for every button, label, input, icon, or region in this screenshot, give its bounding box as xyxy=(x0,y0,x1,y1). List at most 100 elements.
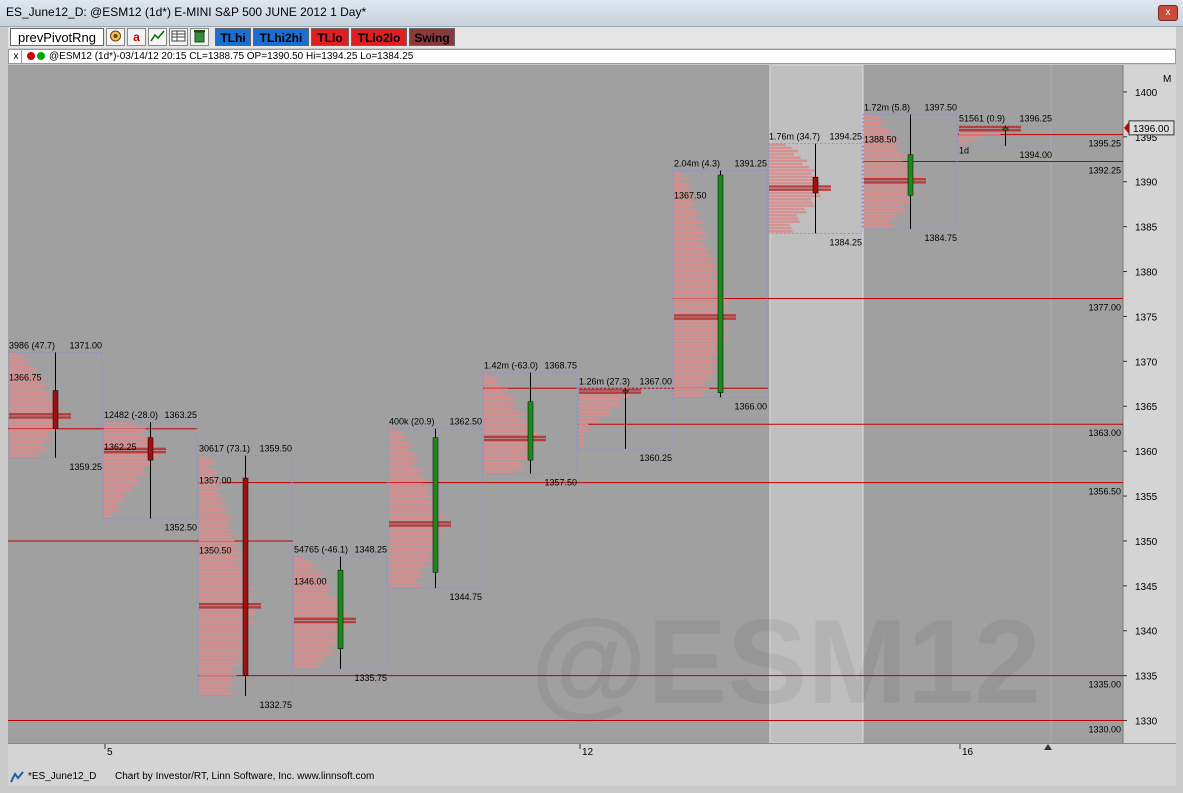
session-low-label: 1335.75 xyxy=(354,673,387,683)
profile-bar xyxy=(199,580,244,583)
session-high-label: 1348.25 xyxy=(354,545,387,555)
session-box xyxy=(957,125,1053,147)
session-box xyxy=(102,421,198,519)
profile-bar xyxy=(674,327,730,330)
y-tick-label: 1360 xyxy=(1135,447,1158,458)
profile-bar xyxy=(674,180,683,183)
profile-bar xyxy=(9,368,38,371)
session-low-label: 1384.25 xyxy=(829,237,862,247)
profile-bar xyxy=(769,149,799,153)
profile-bar xyxy=(579,442,583,445)
profile-bar xyxy=(199,686,227,689)
profile-bar xyxy=(199,481,223,484)
profile-bar xyxy=(104,508,120,512)
profile-bar xyxy=(199,538,235,542)
tlhi2hi-button[interactable]: TLhi2hi xyxy=(253,28,309,46)
profile-bar xyxy=(199,462,215,465)
profile-bar xyxy=(294,559,310,563)
session-low-label: 1384.75 xyxy=(924,233,957,243)
x-axis-canvas: 5 12 16 xyxy=(104,744,1052,758)
trash-icon[interactable] xyxy=(190,28,209,46)
profile-bar xyxy=(674,291,726,295)
profile-bar xyxy=(769,223,790,227)
profile-bar xyxy=(199,516,233,519)
profile-bar xyxy=(864,174,922,178)
session-stat-label: 51561 (0.9) xyxy=(959,114,1005,124)
profile-bar xyxy=(864,184,911,187)
profile-bar xyxy=(674,381,704,384)
gear-icon[interactable] xyxy=(106,28,125,46)
prev-pivot-rng-button[interactable]: prevPivotRng xyxy=(10,28,104,46)
profile-bar xyxy=(674,304,724,308)
profile-bar xyxy=(199,593,253,596)
profile-bar xyxy=(199,497,225,500)
profile-bar xyxy=(769,182,820,185)
session-stat-label: 1.76m (34.7) xyxy=(769,132,820,142)
profile-bar xyxy=(294,659,326,662)
profile-bar xyxy=(864,187,913,190)
profile-bar xyxy=(674,387,710,391)
profile-bar xyxy=(864,216,899,219)
profile-bar xyxy=(674,234,702,237)
profile-bar xyxy=(674,173,684,177)
scroll-marker[interactable] xyxy=(1044,744,1052,750)
profile-bar xyxy=(389,476,423,479)
profile-bar xyxy=(389,466,418,470)
profile-bar xyxy=(389,479,429,483)
profile-bar xyxy=(674,279,717,282)
profile-bar xyxy=(9,409,63,413)
profile-bar xyxy=(294,662,317,665)
profile-bar xyxy=(9,400,55,403)
profile-bar xyxy=(199,660,236,664)
profile-bar xyxy=(389,511,439,514)
profile-bar xyxy=(9,438,52,442)
profile-bar xyxy=(674,378,712,381)
font-a-icon[interactable]: a xyxy=(127,28,146,46)
profile-bar xyxy=(959,128,1021,132)
session-high-label: 1397.50 xyxy=(924,102,957,112)
profile-bar xyxy=(9,387,42,390)
profile-bar xyxy=(294,649,331,653)
profile-bar xyxy=(864,219,890,222)
profile-bar xyxy=(864,181,926,184)
profile-bar xyxy=(294,595,333,598)
profile-bar xyxy=(484,413,525,416)
profile-bar xyxy=(579,404,620,407)
session-low-label: 1394.00 xyxy=(1019,150,1052,160)
profile-bar xyxy=(9,445,44,448)
profile-bar xyxy=(199,554,238,558)
profile-bar xyxy=(199,602,261,606)
session-left-label: 1366.75 xyxy=(9,372,42,382)
session-stat-label: 12482 (-28.0) xyxy=(104,410,158,420)
profile-bar xyxy=(294,607,346,611)
session-high-label: 1371.00 xyxy=(69,340,102,350)
chart-toolbar: prevPivotRng a TLhi TLhi2hi TLlo TLlo2lo… xyxy=(8,27,1176,48)
profile-bar xyxy=(9,441,42,445)
profile-bar xyxy=(389,505,439,508)
tllo2lo-button[interactable]: TLlo2lo xyxy=(351,28,407,46)
tlhi-button[interactable]: TLhi xyxy=(215,28,251,46)
profile-bar xyxy=(674,371,717,375)
chart-link-icon[interactable] xyxy=(10,770,24,784)
profile-bar xyxy=(674,358,716,362)
profile-bar xyxy=(104,499,127,502)
profile-bar xyxy=(294,646,329,649)
price-chart[interactable]: @ESM12 1330 1335 1340 1345 1350 1355 1360 1365 13… xyxy=(7,64,1176,744)
profile-bar xyxy=(674,224,698,228)
close-window-button[interactable]: x xyxy=(1158,5,1178,21)
session-box xyxy=(292,556,388,670)
profile-bar xyxy=(389,502,434,505)
level-label: 1335.00 xyxy=(1088,680,1121,690)
profile-bar xyxy=(294,611,341,614)
line-chart-icon[interactable] xyxy=(148,28,167,46)
profile-bar xyxy=(674,228,703,231)
profile-bar xyxy=(389,540,440,543)
table-icon[interactable] xyxy=(169,28,188,46)
close-icon[interactable]: x xyxy=(11,50,22,63)
profile-bar xyxy=(579,416,599,420)
profile-bar xyxy=(484,457,530,461)
swing-button[interactable]: Swing xyxy=(409,28,455,46)
y-axis-background xyxy=(1123,65,1176,743)
profile-bar xyxy=(864,212,897,216)
tllo-button[interactable]: TLlo xyxy=(311,28,349,46)
